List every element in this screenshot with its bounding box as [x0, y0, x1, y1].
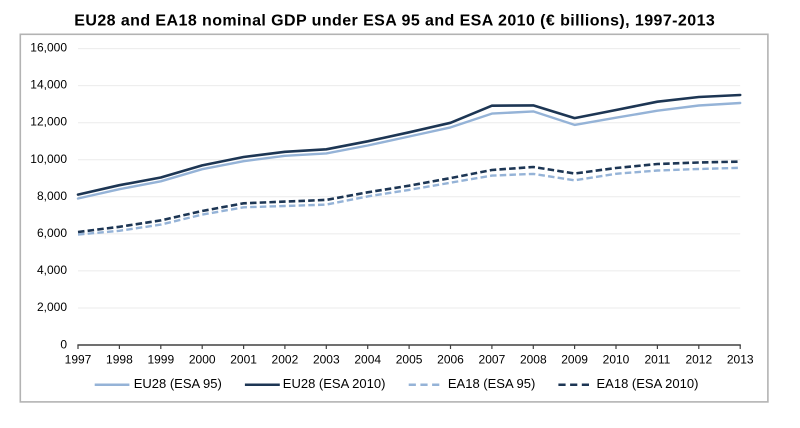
svg-text:2004: 2004 [354, 352, 381, 366]
svg-text:2007: 2007 [479, 352, 506, 366]
svg-text:2005: 2005 [396, 352, 423, 366]
svg-text:1997: 1997 [65, 352, 92, 366]
svg-text:EU28 (ESA 2010): EU28 (ESA 2010) [283, 376, 386, 391]
svg-text:0: 0 [60, 337, 67, 351]
svg-text:2013: 2013 [727, 352, 754, 366]
svg-text:4,000: 4,000 [37, 263, 67, 277]
svg-text:2006: 2006 [437, 352, 464, 366]
svg-text:EA18 (ESA 95): EA18 (ESA 95) [448, 376, 535, 391]
svg-text:2008: 2008 [520, 352, 547, 366]
svg-text:1998: 1998 [106, 352, 133, 366]
svg-text:8,000: 8,000 [37, 189, 67, 203]
svg-text:EU28 (ESA 95): EU28 (ESA 95) [134, 376, 222, 391]
svg-text:1999: 1999 [147, 352, 174, 366]
svg-text:2012: 2012 [685, 352, 712, 366]
svg-text:2011: 2011 [644, 352, 670, 366]
svg-text:2003: 2003 [313, 352, 340, 366]
svg-text:2002: 2002 [272, 352, 299, 366]
svg-text:2010: 2010 [603, 352, 630, 366]
svg-text:2009: 2009 [561, 352, 588, 366]
svg-text:16,000: 16,000 [30, 41, 67, 55]
svg-text:10,000: 10,000 [30, 152, 67, 166]
svg-text:EA18 (ESA 2010): EA18 (ESA 2010) [597, 376, 699, 391]
svg-text:6,000: 6,000 [37, 226, 67, 240]
svg-text:12,000: 12,000 [30, 115, 67, 129]
svg-text:EU28 and EA18 nominal GDP unde: EU28 and EA18 nominal GDP under ESA 95 a… [74, 13, 715, 30]
svg-text:2001: 2001 [230, 352, 257, 366]
svg-text:2000: 2000 [189, 352, 216, 366]
svg-text:14,000: 14,000 [30, 78, 67, 92]
svg-text:2,000: 2,000 [37, 300, 67, 314]
